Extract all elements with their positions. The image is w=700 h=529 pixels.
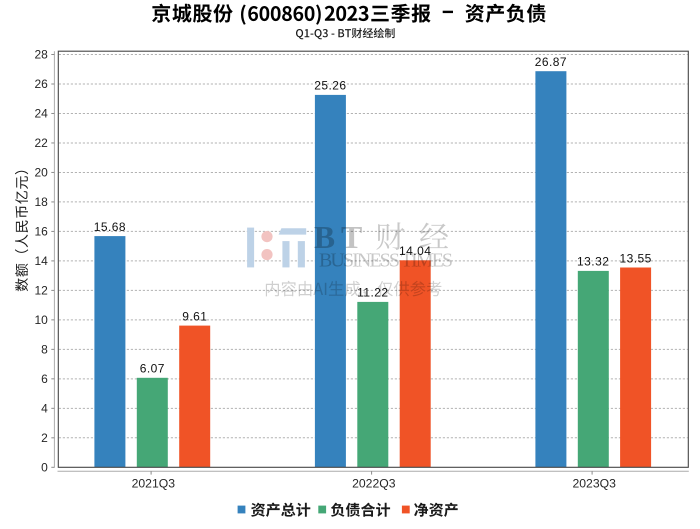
svg-text:28: 28 [34,48,48,62]
svg-text:20: 20 [34,166,48,180]
svg-text:11.22: 11.22 [357,286,388,300]
svg-text:2021Q3: 2021Q3 [132,476,176,490]
svg-text:BT: BT [314,219,369,255]
svg-text:14.04: 14.04 [399,244,431,258]
svg-text:18: 18 [34,195,48,209]
svg-text:6: 6 [41,372,48,386]
svg-text:25.26: 25.26 [314,79,346,93]
svg-text:26.87: 26.87 [535,55,567,69]
svg-text:24: 24 [34,107,48,121]
svg-text:4: 4 [41,402,48,416]
svg-text:13.55: 13.55 [619,251,651,265]
svg-text:6.07: 6.07 [140,362,165,376]
svg-text:2: 2 [41,431,48,445]
svg-text:13.32: 13.32 [577,255,609,269]
svg-text:2023Q3: 2023Q3 [573,476,617,490]
svg-text:BUSINESS TIMES: BUSINESS TIMES [319,249,453,271]
svg-text:9.61: 9.61 [182,309,207,323]
svg-text:26: 26 [34,77,48,91]
svg-text:12: 12 [34,284,48,298]
svg-text:15.68: 15.68 [94,220,126,234]
svg-text:14: 14 [34,254,48,268]
svg-text:22: 22 [34,136,48,150]
svg-text:16: 16 [34,225,48,239]
svg-text:0: 0 [41,461,48,475]
svg-text:8: 8 [41,343,48,357]
svg-text:2022Q3: 2022Q3 [352,476,396,490]
svg-text:10: 10 [34,313,48,327]
